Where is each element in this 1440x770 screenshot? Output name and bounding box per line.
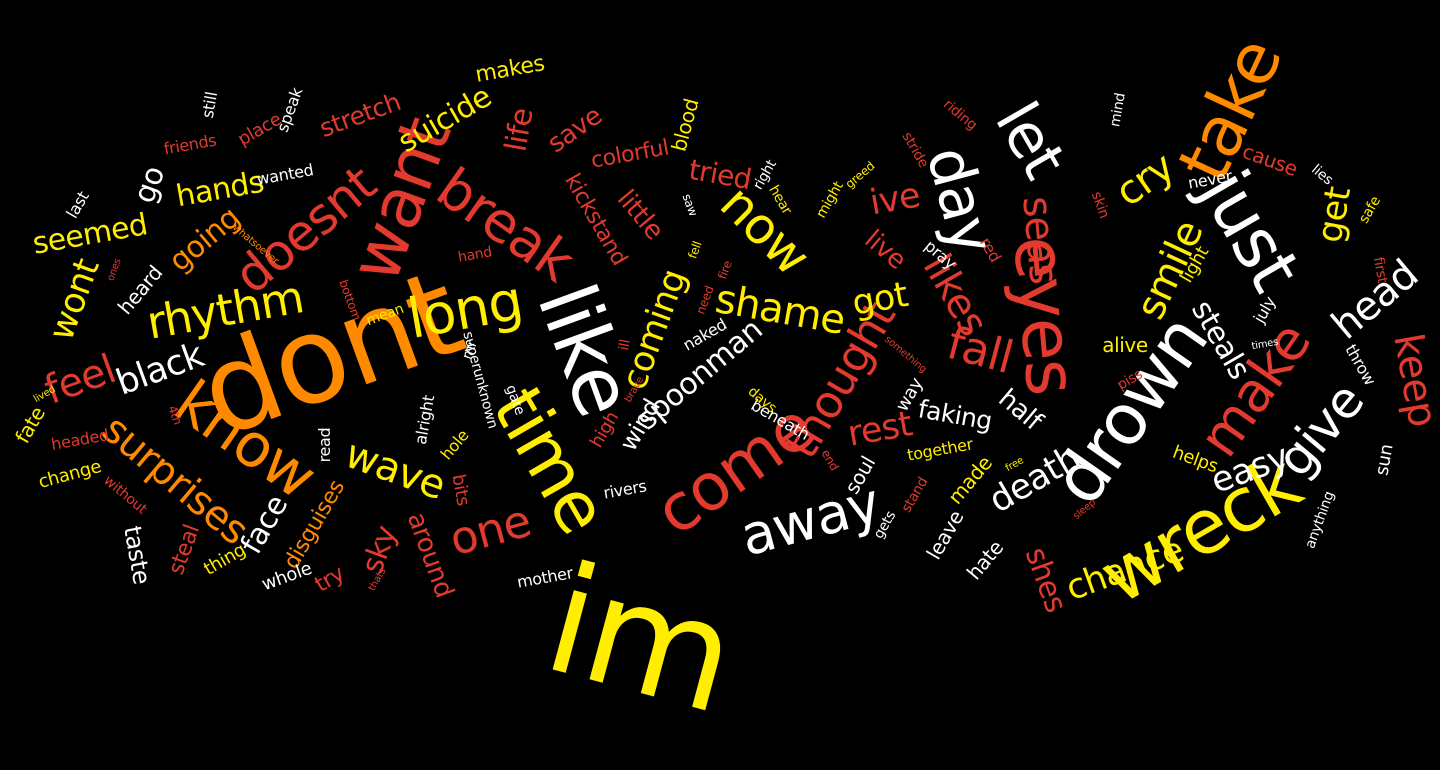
word-ive: ive	[866, 175, 923, 224]
word-shes: shes	[1017, 542, 1074, 617]
word-feel: feel	[38, 346, 122, 414]
word-got: got	[849, 275, 911, 325]
word-get: get	[1310, 184, 1360, 246]
word-might: might	[813, 178, 847, 222]
word-try: try	[310, 561, 349, 598]
word-one: one	[443, 493, 537, 567]
word-leave: leave	[921, 506, 969, 564]
word-wave: wave	[339, 430, 451, 510]
word-stride: stride	[898, 129, 932, 171]
word-taste: taste	[118, 523, 156, 587]
word-saw: saw	[679, 191, 701, 219]
word-fate: fate	[10, 402, 50, 448]
word-sun: sun	[1371, 442, 1398, 478]
word-seas: seas	[1013, 194, 1067, 286]
word-throw: throw	[1341, 340, 1380, 389]
word-life: life	[498, 105, 541, 155]
word-thing: thing	[200, 539, 250, 580]
word-hands: hands	[173, 164, 267, 215]
word-wont: wont	[41, 253, 108, 346]
word-blood: blood	[666, 96, 704, 154]
word-live: live	[858, 224, 912, 276]
word-something: something	[882, 333, 929, 376]
word-faking: faking	[915, 394, 995, 436]
word-mind: mind	[1107, 91, 1129, 129]
word-place: place	[234, 108, 286, 151]
word-read: read	[315, 427, 334, 463]
word-headed: headed	[49, 425, 111, 454]
word-hand: hand	[456, 244, 494, 266]
word-rest: rest	[844, 404, 916, 455]
word-colorful: colorful	[589, 135, 671, 174]
word-steal: steal	[164, 521, 206, 579]
word-need: need	[693, 283, 717, 317]
word-bits: bits	[447, 472, 474, 508]
word-anything: anything	[1302, 489, 1338, 551]
word-alive: alive	[1102, 333, 1148, 357]
word-let: let	[981, 90, 1079, 190]
word-fell: fell	[685, 239, 705, 261]
word-little: little	[610, 184, 670, 246]
word-change: change	[36, 456, 104, 493]
word-lies: lies	[1308, 161, 1336, 189]
word-rivers: rivers	[601, 476, 648, 503]
word-tried: tried	[686, 152, 754, 197]
word-ones: ones	[105, 257, 124, 283]
word-friends: friends	[162, 130, 218, 159]
word-death: death	[982, 437, 1088, 522]
word-ill: ill	[616, 338, 634, 352]
word-hole: hole	[436, 425, 473, 464]
word-stand: stand	[898, 474, 932, 516]
word-end: end	[818, 447, 842, 473]
word-still: still	[197, 90, 222, 120]
word-makes: makes	[473, 51, 547, 88]
word-whole: whole	[259, 557, 315, 596]
word-made: made	[943, 451, 997, 509]
word-together: together	[905, 434, 975, 465]
word-safe: safe	[1355, 193, 1385, 227]
word-hate: hate	[961, 535, 1009, 585]
word-seemed: seemed	[29, 207, 150, 262]
word-alright: alright	[410, 393, 439, 446]
word-keep: keep	[1384, 330, 1440, 430]
word-wanted: wanted	[255, 160, 315, 189]
word-riding: riding	[940, 96, 980, 134]
word-skin: skin	[1087, 189, 1113, 221]
word-go: go	[126, 161, 173, 208]
word-first: first	[1369, 255, 1391, 285]
